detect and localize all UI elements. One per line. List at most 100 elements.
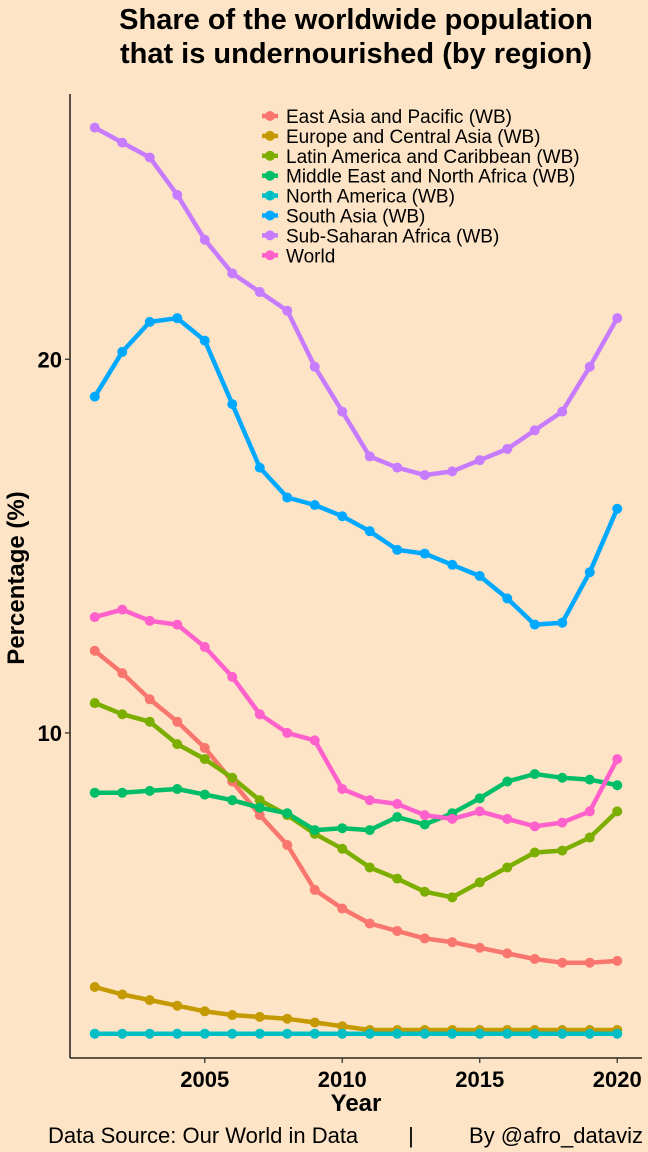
data-point-latin-america-and-caribbean-wb [612,806,623,817]
data-point-world [419,810,430,821]
y-tick-label: 20 [38,347,62,372]
data-point-north-america-wb [502,1028,513,1039]
data-point-world [612,754,623,765]
data-point-latin-america-and-caribbean-wb [392,873,403,884]
data-point-east-asia-and-pacific-wb [282,840,293,851]
data-point-east-asia-and-pacific-wb [364,918,375,929]
legend-label-sub-saharan-africa-wb: Sub-Saharan Africa (WB) [286,226,499,247]
data-point-world [392,798,403,809]
data-point-world [447,813,458,824]
data-point-latin-america-and-caribbean-wb [199,754,210,765]
legend-label-latin-america-and-caribbean-wb: Latin America and Caribbean (WB) [286,147,580,168]
data-point-middle-east-and-north-africa-wb [557,772,568,783]
data-point-south-asia-wb [612,503,623,514]
data-point-world [117,604,128,615]
legend-label-south-asia-wb: South Asia (WB) [286,207,425,228]
data-point-north-america-wb [392,1028,403,1039]
series-line-south-asia-wb [92,315,620,627]
data-point-east-asia-and-pacific-wb [89,645,100,656]
data-point-north-america-wb [144,1028,155,1039]
data-point-east-asia-and-pacific-wb [309,884,320,895]
data-point-sub-saharan-africa-wb [117,137,128,148]
data-point-east-asia-and-pacific-wb [584,957,595,968]
data-point-sub-saharan-africa-wb [364,451,375,462]
legend-key-point-middle-east-and-north-africa-wb [265,170,275,181]
data-point-sub-saharan-africa-wb [254,287,265,298]
data-point-sub-saharan-africa-wb [172,189,183,200]
data-point-east-asia-and-pacific-wb [502,948,513,959]
data-point-south-asia-wb [474,571,485,581]
data-point-east-asia-and-pacific-wb [172,716,183,727]
chart-title-line-1: Share of the worldwide population [119,4,593,36]
chart-title-line-2: that is undernourished (by region) [120,38,592,70]
legend-label-world: World [286,246,335,267]
data-point-south-asia-wb [337,511,348,522]
data-point-europe-and-central-asia-wb [337,1021,348,1032]
data-point-east-asia-and-pacific-wb [392,925,403,936]
data-point-middle-east-and-north-africa-wb [419,819,430,830]
caption: Data Source: Our World in Data | By @afr… [48,1123,643,1148]
data-point-world [364,795,375,806]
data-point-europe-and-central-asia-wb [309,1017,320,1028]
data-point-east-asia-and-pacific-wb [117,668,128,679]
data-point-north-america-wb [557,1028,568,1039]
data-point-south-asia-wb [309,500,320,511]
data-point-world [474,806,485,817]
data-point-europe-and-central-asia-wb [144,995,155,1006]
data-point-east-asia-and-pacific-wb [419,933,430,944]
data-point-east-asia-and-pacific-wb [254,810,265,821]
data-point-europe-and-central-asia-wb [227,1010,238,1021]
legend-label-east-asia-and-pacific-wb: East Asia and Pacific (WB) [286,107,512,128]
data-point-south-asia-wb [392,544,403,555]
data-point-sub-saharan-africa-wb [392,462,403,473]
data-point-europe-and-central-asia-wb [199,1006,210,1017]
data-point-middle-east-and-north-africa-wb [337,823,348,834]
data-point-south-asia-wb [447,559,458,570]
data-point-sub-saharan-africa-wb [557,406,568,417]
data-point-north-america-wb [419,1028,430,1039]
x-axis-title: Year [331,1090,382,1117]
legend-key-point-world [265,250,275,261]
data-point-world [502,813,513,824]
data-point-europe-and-central-asia-wb [254,1011,265,1022]
data-point-north-america-wb [309,1028,320,1039]
data-point-world [172,619,183,630]
data-point-north-america-wb [447,1028,458,1039]
data-point-sub-saharan-africa-wb [529,425,540,436]
data-point-south-asia-wb [199,335,210,346]
data-point-latin-america-and-caribbean-wb [447,892,458,903]
series-line-latin-america-and-caribbean-wb [92,700,620,900]
data-point-south-asia-wb [254,462,265,473]
data-point-east-asia-and-pacific-wb [557,957,568,968]
data-point-middle-east-and-north-africa-wb [474,793,485,804]
data-point-south-asia-wb [584,567,595,578]
data-point-south-asia-wb [557,617,568,628]
data-point-east-asia-and-pacific-wb [447,937,458,948]
data-point-south-asia-wb [172,313,183,324]
data-point-world [199,641,210,652]
data-point-sub-saharan-africa-wb [584,361,595,372]
data-point-world [584,806,595,817]
data-point-sub-saharan-africa-wb [447,466,458,477]
data-point-sub-saharan-africa-wb [612,313,623,324]
data-point-east-asia-and-pacific-wb [144,694,155,705]
data-point-north-america-wb [364,1028,375,1039]
data-point-east-asia-and-pacific-wb [474,942,485,953]
data-point-south-asia-wb [89,391,100,402]
series-lines [92,125,620,1036]
data-point-middle-east-and-north-africa-wb [199,789,210,800]
data-point-latin-america-and-caribbean-wb [227,772,238,783]
data-point-middle-east-and-north-africa-wb [254,802,265,813]
data-point-world [89,612,100,623]
data-point-sub-saharan-africa-wb [144,152,155,163]
data-point-sub-saharan-africa-wb [309,361,320,372]
data-point-north-america-wb [337,1028,348,1039]
data-point-east-asia-and-pacific-wb [612,955,623,966]
data-point-latin-america-and-caribbean-wb [89,698,100,709]
data-point-latin-america-and-caribbean-wb [557,845,568,856]
data-point-south-asia-wb [227,399,238,410]
data-point-middle-east-and-north-africa-wb [227,795,238,806]
data-point-world [282,727,293,738]
data-point-europe-and-central-asia-wb [117,989,128,1000]
data-point-north-america-wb [172,1028,183,1039]
